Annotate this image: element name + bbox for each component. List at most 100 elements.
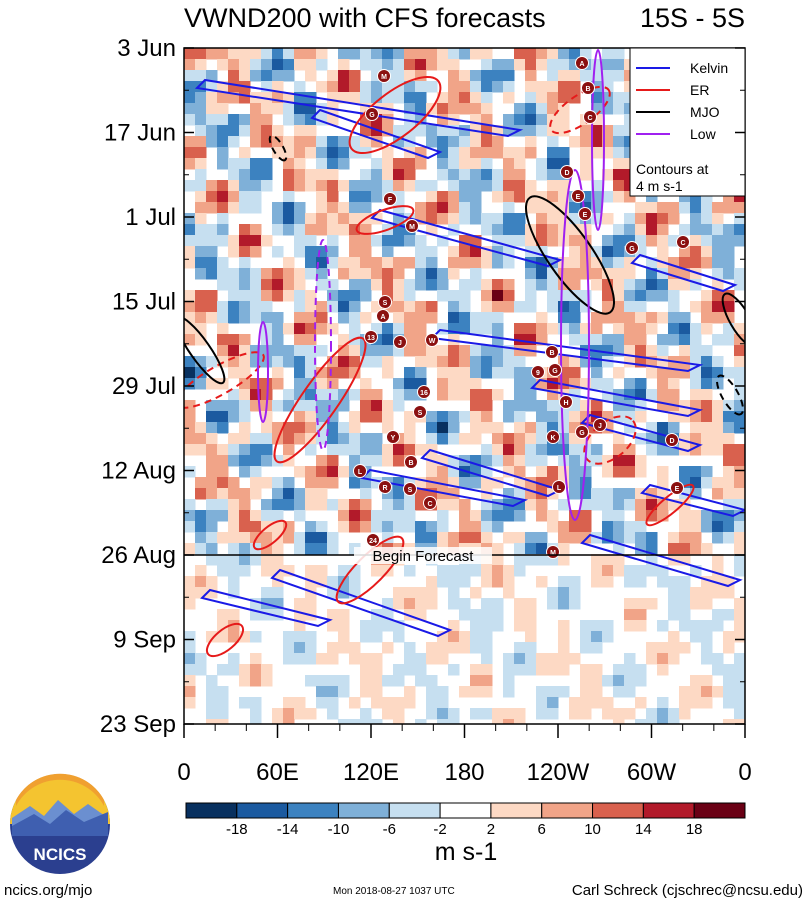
anomaly-cell	[580, 620, 592, 632]
anomaly-cell	[272, 499, 284, 511]
anomaly-cell	[470, 631, 482, 643]
anomaly-cell	[316, 389, 328, 401]
anomaly-cell	[239, 510, 251, 522]
anomaly-cell	[690, 191, 702, 203]
anomaly-cell	[393, 510, 405, 522]
anomaly-cell	[360, 620, 372, 632]
anomaly-cell	[613, 279, 625, 291]
anomaly-cell	[228, 59, 240, 71]
anomaly-cell	[305, 466, 317, 478]
anomaly-cell	[734, 191, 745, 203]
anomaly-cell	[580, 125, 592, 137]
anomaly-cell	[690, 235, 702, 247]
anomaly-cell	[657, 620, 669, 632]
anomaly-cell	[635, 598, 647, 610]
anomaly-cell	[536, 576, 548, 588]
anomaly-cell	[316, 477, 328, 489]
anomaly-cell	[195, 477, 207, 489]
storm-marker-label: 13	[367, 335, 375, 342]
anomaly-cell	[283, 477, 295, 489]
anomaly-cell	[470, 433, 482, 445]
anomaly-cell	[261, 279, 273, 291]
anomaly-cell	[492, 290, 504, 302]
anomaly-cell	[382, 147, 394, 159]
anomaly-cell	[206, 224, 218, 236]
anomaly-cell	[591, 554, 603, 566]
anomaly-cell	[316, 411, 328, 423]
anomaly-cell	[206, 378, 218, 390]
anomaly-cell	[602, 697, 614, 709]
anomaly-cell	[316, 323, 328, 335]
anomaly-cell	[679, 642, 691, 654]
anomaly-cell	[723, 323, 735, 335]
anomaly-cell	[459, 323, 471, 335]
anomaly-cell	[657, 202, 669, 214]
footer-left[interactable]: ncics.org/mjo	[4, 882, 93, 899]
anomaly-cell	[536, 499, 548, 511]
anomaly-cell	[184, 103, 196, 115]
anomaly-cell	[404, 334, 416, 346]
anomaly-cell	[283, 202, 295, 214]
anomaly-cell	[371, 510, 383, 522]
anomaly-cell	[591, 268, 603, 280]
anomaly-cell	[558, 301, 570, 313]
anomaly-cell	[283, 532, 295, 544]
anomaly-cell	[338, 367, 350, 379]
anomaly-cell	[723, 521, 735, 533]
anomaly-cell	[701, 191, 713, 203]
anomaly-cell	[305, 136, 317, 148]
anomaly-cell	[668, 598, 680, 610]
anomaly-cell	[646, 422, 658, 434]
anomaly-cell	[283, 521, 295, 533]
anomaly-cell	[657, 367, 669, 379]
colorbar-tick-label: 18	[686, 821, 703, 838]
anomaly-cell	[250, 510, 262, 522]
anomaly-cell	[536, 664, 548, 676]
anomaly-cell	[338, 70, 350, 82]
anomaly-cell	[382, 510, 394, 522]
anomaly-cell	[470, 356, 482, 368]
colorbar-tick-label: 14	[635, 821, 652, 838]
anomaly-cell	[536, 202, 548, 214]
anomaly-cell	[437, 653, 449, 665]
anomaly-cell	[261, 532, 273, 544]
anomaly-cell	[569, 301, 581, 313]
anomaly-cell	[272, 521, 284, 533]
anomaly-cell	[525, 136, 537, 148]
anomaly-cell	[360, 378, 372, 390]
anomaly-cell	[646, 268, 658, 280]
anomaly-cell	[415, 59, 427, 71]
anomaly-cell	[283, 389, 295, 401]
anomaly-cell	[602, 257, 614, 269]
anomaly-cell	[294, 180, 306, 192]
anomaly-cell	[448, 631, 460, 643]
anomaly-cell	[503, 664, 515, 676]
anomaly-cell	[459, 158, 471, 170]
mjo-contour	[721, 292, 745, 348]
anomaly-cell	[239, 169, 251, 181]
anomaly-cell	[591, 180, 603, 192]
anomaly-cell	[514, 609, 526, 621]
anomaly-cell	[261, 268, 273, 280]
anomaly-cell	[404, 598, 416, 610]
anomaly-cell	[184, 675, 196, 687]
anomaly-cell	[448, 246, 460, 258]
anomaly-cell	[602, 620, 614, 632]
anomaly-cell	[613, 455, 625, 467]
anomaly-cell	[239, 499, 251, 511]
anomaly-cell	[349, 422, 361, 434]
anomaly-cell	[503, 510, 515, 522]
storm-marker: S	[413, 405, 427, 419]
kelvin-contour	[640, 483, 745, 518]
anomaly-cell	[481, 642, 493, 654]
anomaly-cell	[525, 400, 537, 412]
anomaly-cell	[668, 532, 680, 544]
anomaly-cell	[327, 422, 339, 434]
anomaly-cell	[481, 411, 493, 423]
anomaly-cell	[371, 719, 383, 724]
anomaly-cell	[646, 356, 658, 368]
anomaly-cell	[261, 114, 273, 126]
anomaly-cell	[679, 367, 691, 379]
anomaly-cell	[712, 290, 724, 302]
anomaly-cell	[404, 169, 416, 181]
